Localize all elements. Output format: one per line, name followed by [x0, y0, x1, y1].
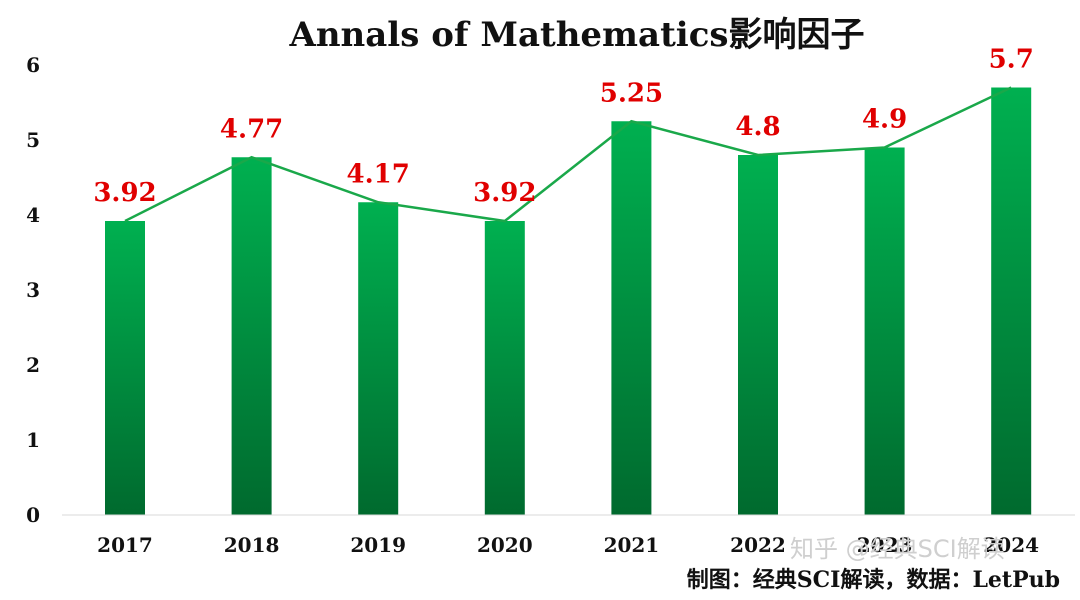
- bar-2023: [864, 147, 905, 515]
- x-axis: 2017 2018 2019 2020 2021 2022 2023 2024: [97, 533, 1039, 557]
- y-tick-label: 3: [26, 278, 40, 302]
- bar-2019: [358, 202, 399, 515]
- bar-2024: [991, 87, 1032, 515]
- bar-2021: [611, 121, 652, 515]
- watermark: 知乎 @经典SCI解读: [790, 535, 1005, 563]
- x-tick-label: 2019: [350, 533, 406, 557]
- trend-line: [124, 86, 1012, 223]
- data-label: 4.77: [220, 114, 283, 144]
- data-label: 5.25: [600, 78, 663, 108]
- data-label: 4.17: [347, 159, 410, 189]
- bar-2018: [231, 157, 272, 515]
- y-tick-label: 4: [26, 203, 40, 227]
- y-tick-label: 1: [26, 428, 40, 452]
- chart-title: Annals of Mathematics影响因子: [288, 15, 864, 55]
- x-tick-label: 2021: [604, 533, 660, 557]
- bars-group: [105, 87, 1032, 515]
- data-labels-group: 3.92 4.77 4.17 3.92 5.25 4.8 4.9 5.7: [93, 45, 1033, 209]
- source-note: 制图：经典SCI解读，数据：LetPub: [687, 567, 1060, 593]
- data-label: 3.92: [473, 178, 536, 208]
- x-tick-label: 2020: [477, 533, 533, 557]
- y-tick-label: 6: [26, 53, 40, 77]
- x-tick-label: 2023: [857, 533, 913, 557]
- x-tick-label: 2017: [97, 533, 153, 557]
- data-label: 5.7: [989, 45, 1034, 75]
- x-tick-label: 2024: [983, 533, 1039, 557]
- data-label: 4.9: [862, 105, 907, 135]
- x-tick-label: 2018: [224, 533, 280, 557]
- y-tick-label: 2: [26, 353, 40, 377]
- y-axis: 0 1 2 3 4 5 6: [26, 53, 40, 527]
- data-label: 4.8: [735, 112, 780, 142]
- x-tick-label: 2022: [730, 533, 786, 557]
- y-tick-label: 5: [26, 128, 40, 152]
- y-tick-label: 0: [26, 503, 40, 527]
- bar-2017: [105, 221, 145, 515]
- bar-2022: [738, 155, 778, 515]
- data-label: 3.92: [93, 178, 156, 208]
- bar-2020: [484, 221, 525, 515]
